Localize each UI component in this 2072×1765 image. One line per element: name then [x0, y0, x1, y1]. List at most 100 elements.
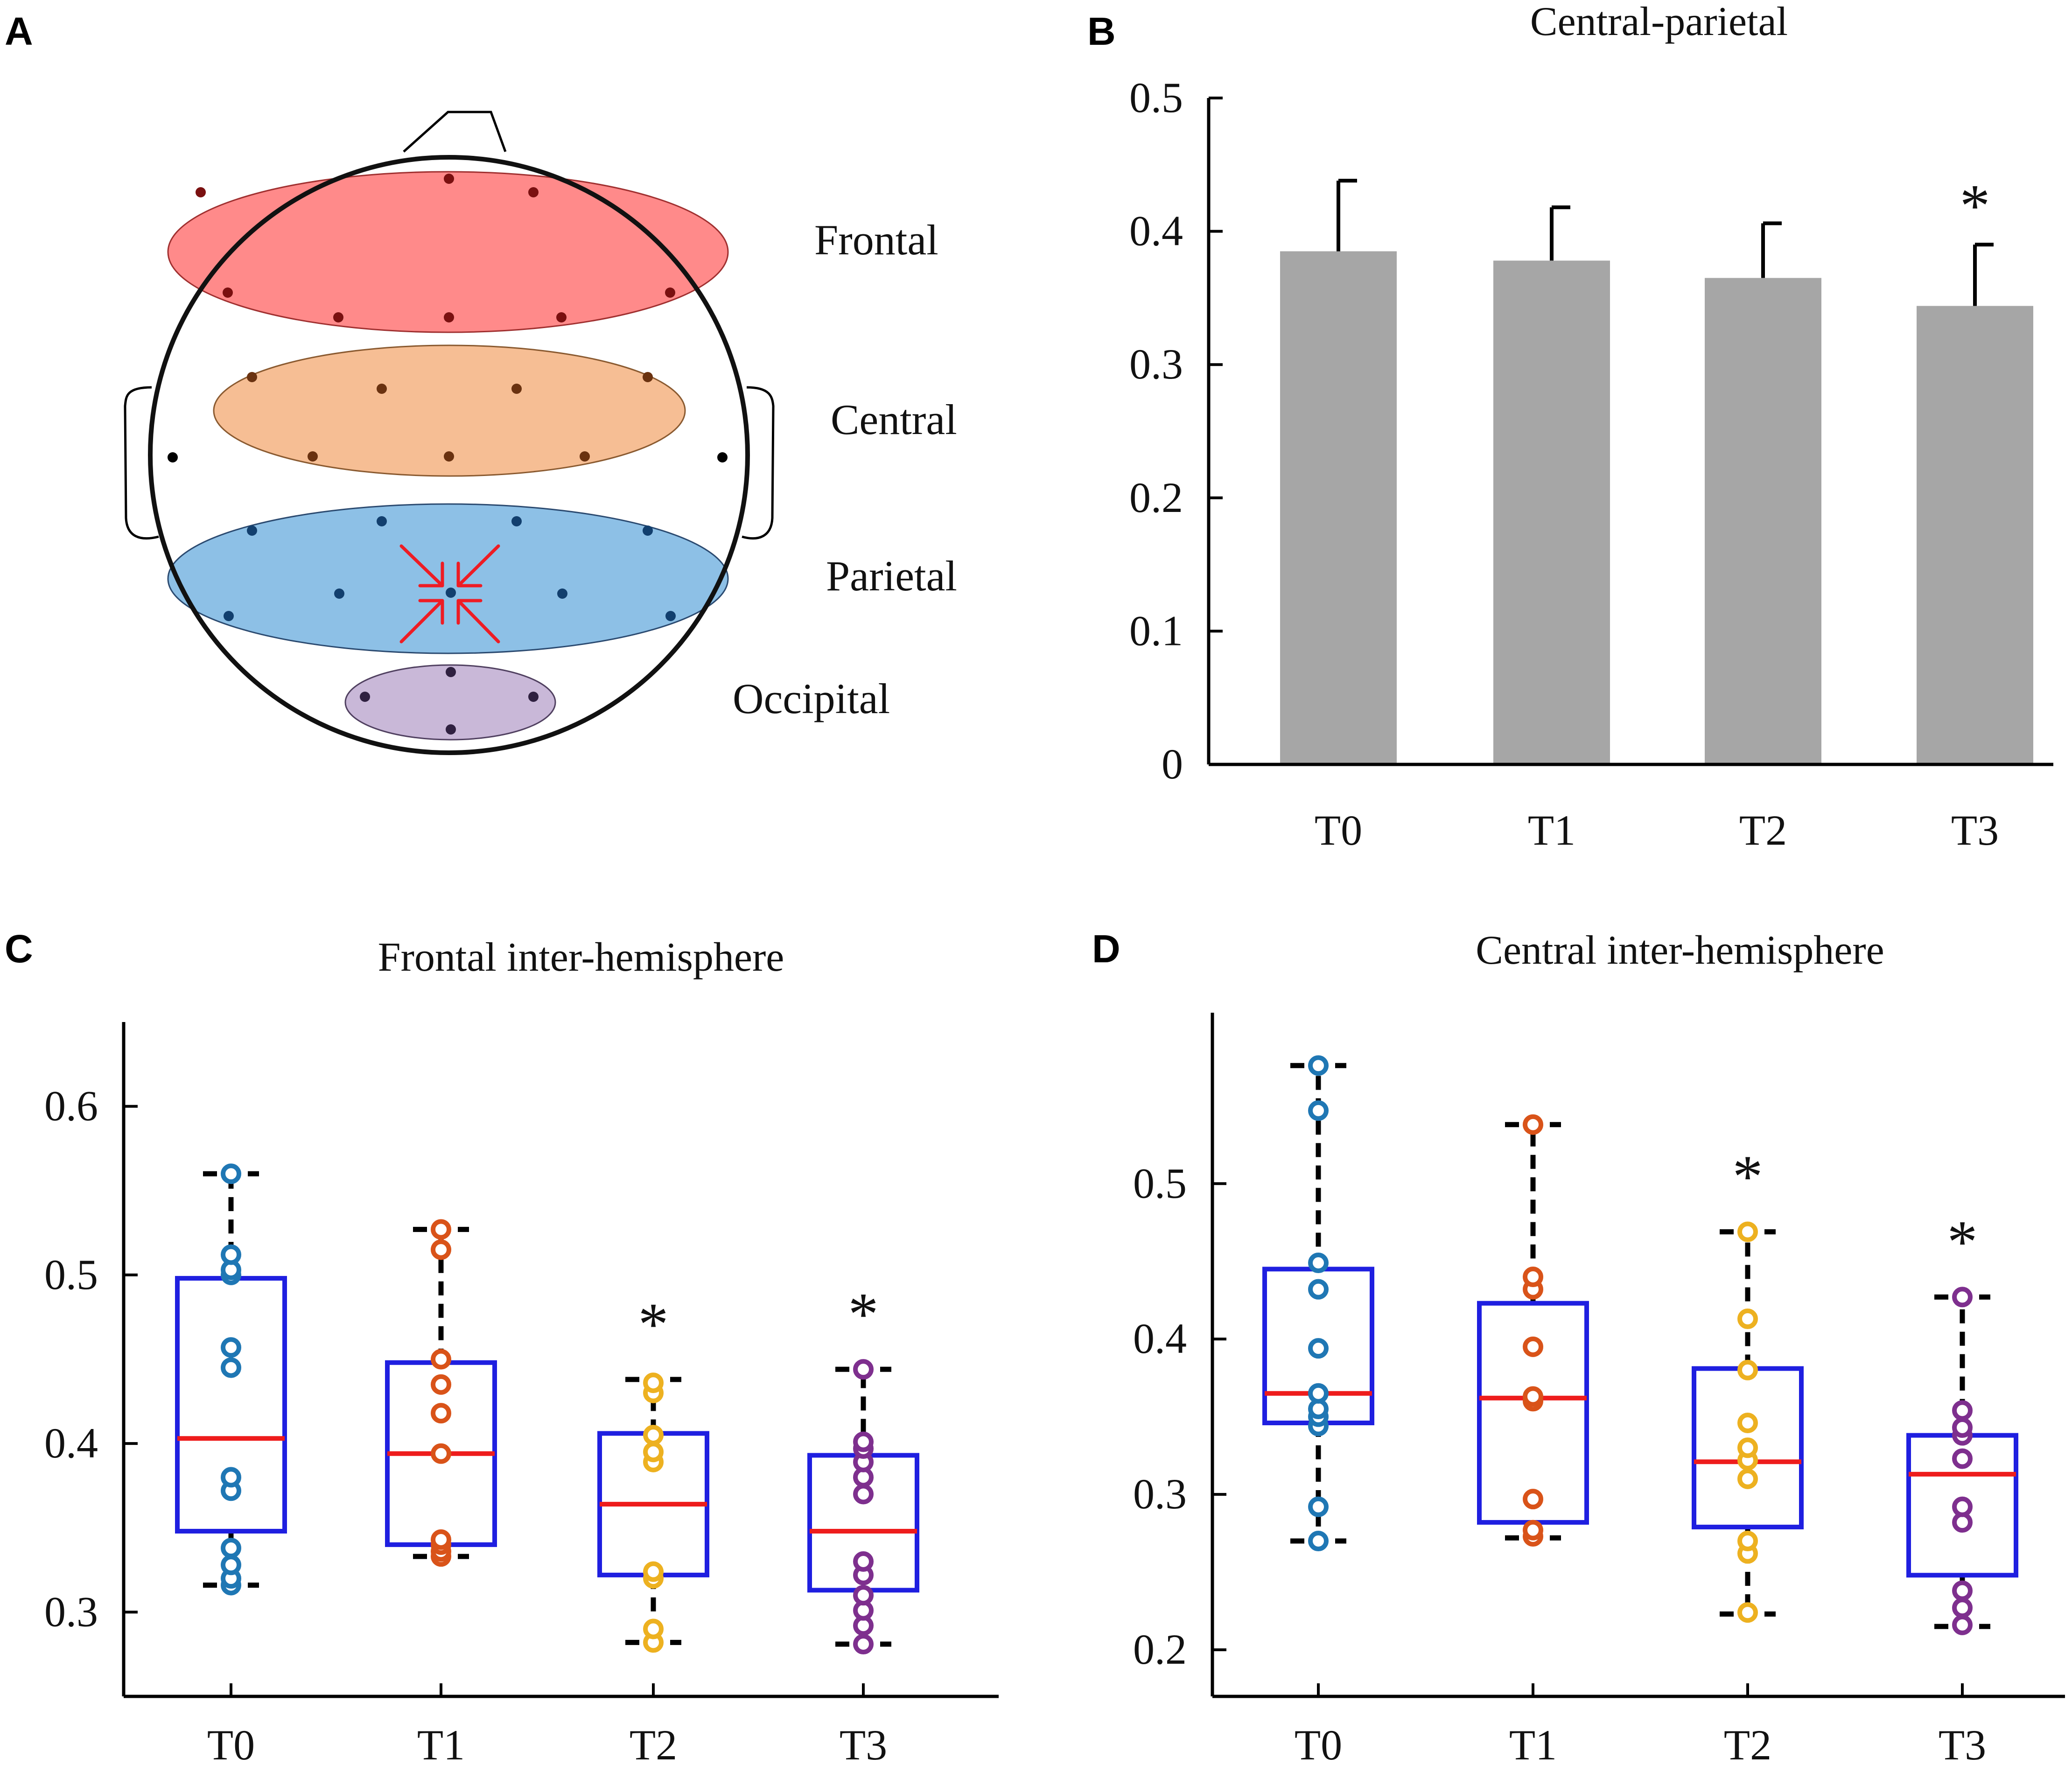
data-point — [221, 1163, 241, 1184]
data-point — [1308, 1100, 1329, 1121]
significance-star: * — [1947, 1208, 1978, 1275]
data-point — [221, 1337, 241, 1358]
data-point — [1952, 1400, 1973, 1421]
data-point — [853, 1634, 874, 1655]
data-point — [1308, 1531, 1329, 1552]
central-inter-hemisphere-box-plot: Central inter-hemisphere T0 T1 T2 * T3 * 0.2 0.3… — [1133, 928, 2065, 1765]
data-point — [431, 1239, 451, 1260]
electrode — [665, 611, 676, 621]
electrode — [223, 287, 233, 298]
data-point — [1523, 1386, 1543, 1407]
electrode — [247, 372, 257, 382]
data-point — [1737, 1308, 1758, 1329]
chart-title: Central inter-hemisphere — [1476, 928, 1884, 973]
temporal-electrodes — [168, 452, 728, 462]
electrode — [643, 525, 653, 536]
x-tick-label: T3 — [1939, 1721, 1986, 1765]
electrode — [377, 384, 387, 394]
data-point — [431, 1219, 451, 1240]
arrow-upper-right — [456, 544, 500, 588]
occipital-region — [344, 664, 556, 741]
frontal-region — [167, 171, 729, 333]
x-tick-label: T1 — [1509, 1721, 1557, 1765]
significance-star: * — [638, 1291, 669, 1358]
bar-t3 — [1917, 306, 2033, 764]
data-point — [221, 1538, 241, 1559]
parietal-electrodes — [224, 516, 676, 621]
data-point — [1308, 1338, 1329, 1359]
bar-t1 — [1493, 260, 1610, 764]
data-point — [431, 1349, 451, 1370]
electrode — [196, 187, 206, 197]
central-electrodes — [247, 372, 653, 462]
data-point — [1737, 1413, 1758, 1433]
bar-t2 — [1705, 278, 1821, 764]
data-point — [431, 1443, 451, 1464]
converging-arrows — [399, 544, 500, 644]
label-central: Central — [831, 396, 957, 443]
electrode — [446, 667, 456, 677]
head-map: Frontal Central Parietal Occipital — [124, 111, 957, 755]
electrode — [446, 588, 456, 598]
label-frontal: Frontal — [814, 216, 938, 264]
data-point — [1952, 1448, 1973, 1469]
data-point — [1308, 1253, 1329, 1274]
frontal-electrodes — [196, 174, 675, 322]
significance-star: * — [1733, 1143, 1763, 1210]
data-point — [853, 1431, 874, 1452]
electrode — [333, 312, 343, 322]
electrode — [528, 187, 539, 197]
electrode — [446, 724, 456, 735]
arrow-lower-right — [456, 599, 500, 644]
nose — [403, 111, 507, 153]
data-point — [1737, 1531, 1758, 1552]
y-tick-label: 0.5 — [44, 1251, 98, 1298]
data-point — [1523, 1267, 1543, 1288]
electrode — [334, 588, 344, 599]
electrode — [360, 692, 370, 702]
x-tick-label: T3 — [840, 1721, 887, 1765]
data-point — [1952, 1496, 1973, 1517]
data-point — [221, 1244, 241, 1265]
data-point — [853, 1359, 874, 1380]
data-point — [1523, 1336, 1543, 1357]
data-point — [1952, 1580, 1973, 1601]
x-tick-label: T0 — [207, 1721, 255, 1765]
label-occipital: Occipital — [733, 675, 890, 722]
data-point — [1952, 1614, 1973, 1635]
x-tick-label: T1 — [1528, 806, 1575, 854]
electrode — [665, 287, 675, 298]
data-point — [1308, 1383, 1329, 1404]
y-tick-label: 0.4 — [1133, 1315, 1187, 1362]
frontal-inter-hemisphere-box-plot: Frontal inter-hemisphere T0 T1 T2 * T3 * 0.3 0.4… — [44, 935, 999, 1765]
data-point — [431, 1374, 451, 1395]
y-tick-label: 0.4 — [1129, 207, 1183, 255]
data-point — [1523, 1520, 1543, 1541]
central-region — [213, 344, 686, 477]
central-parietal-bar-chart: Central-parietal T0 T1 T2 T3 * 0 0.1 0.2 0.3 0.4 0.… — [1129, 0, 2053, 854]
electrode — [511, 516, 522, 526]
data-point — [431, 1403, 451, 1424]
electrode — [168, 452, 178, 462]
occipital-electrodes — [360, 667, 539, 735]
electrode — [556, 312, 567, 322]
x-tick-label: T0 — [1295, 1721, 1342, 1765]
data-point — [431, 1529, 451, 1550]
panel-letter-a: A — [5, 9, 33, 53]
electrode — [717, 452, 728, 462]
data-point — [643, 1618, 664, 1639]
label-parietal: Parietal — [826, 552, 957, 600]
data-point — [1737, 1602, 1758, 1623]
data-point — [1952, 1417, 1973, 1438]
panel-letter-b: B — [1087, 9, 1116, 53]
electrode — [444, 312, 454, 322]
parietal-region — [167, 503, 729, 654]
data-point — [853, 1585, 874, 1606]
y-tick-label: 0.3 — [44, 1588, 98, 1635]
head-outline — [148, 155, 750, 755]
data-point — [1523, 1114, 1543, 1135]
data-point — [1523, 1489, 1543, 1510]
y-tick-label: 0.4 — [44, 1419, 98, 1467]
electrode — [643, 372, 653, 382]
significance-star: * — [1960, 172, 1990, 239]
